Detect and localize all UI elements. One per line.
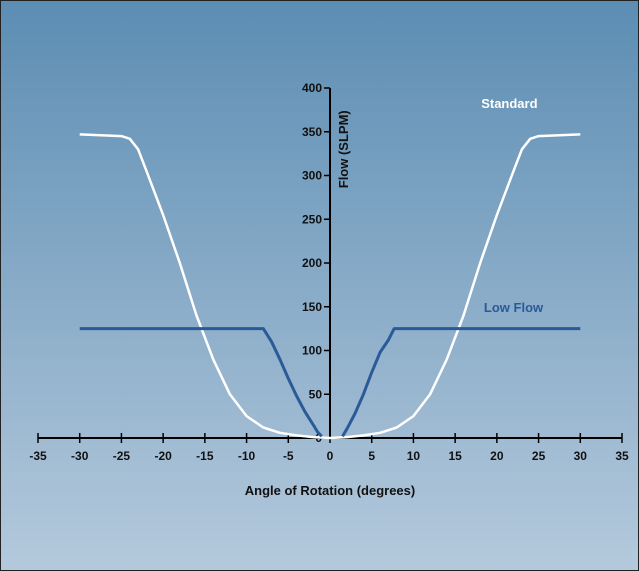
- series-group: [79, 133, 581, 440]
- series-line-standard: [79, 133, 581, 440]
- y-tick-label: 300: [302, 169, 322, 183]
- series-label-low-flow: Low Flow: [484, 300, 544, 315]
- x-tick-label: -20: [154, 449, 172, 463]
- x-tick-label: 15: [448, 449, 462, 463]
- x-tick-label: 30: [574, 449, 588, 463]
- y-tick-label: 350: [302, 125, 322, 139]
- x-tick-label: 35: [615, 449, 629, 463]
- x-axis-title: Angle of Rotation (degrees): [245, 483, 415, 498]
- y-axis-title: Flow (SLPM): [336, 110, 351, 188]
- x-tick-label: -5: [283, 449, 294, 463]
- x-tick-label: -30: [71, 449, 89, 463]
- y-tick-label: 150: [302, 300, 322, 314]
- x-tick-label: -15: [196, 449, 214, 463]
- series-label-standard: Standard: [481, 96, 537, 111]
- x-tick-label: -10: [238, 449, 256, 463]
- series-line-low-flow-right: [341, 327, 581, 438]
- x-tick-label: 10: [407, 449, 421, 463]
- y-tick-label: 400: [302, 81, 322, 95]
- series-line-low-flow-left: [79, 327, 323, 438]
- x-tick-label: -35: [29, 449, 47, 463]
- y-tick-label: 250: [302, 212, 322, 226]
- y-tick-label: 100: [302, 344, 322, 358]
- y-tick-label: 50: [309, 387, 323, 401]
- labels-group: Angle of Rotation (degrees) Flow (SLPM) St…: [245, 96, 544, 498]
- x-tick-label: 0: [327, 449, 334, 463]
- x-tick-label: 20: [490, 449, 504, 463]
- x-tick-label: 5: [368, 449, 375, 463]
- x-tick-label: -25: [113, 449, 131, 463]
- x-tick-label: 25: [532, 449, 546, 463]
- y-tick-label: 200: [302, 256, 322, 270]
